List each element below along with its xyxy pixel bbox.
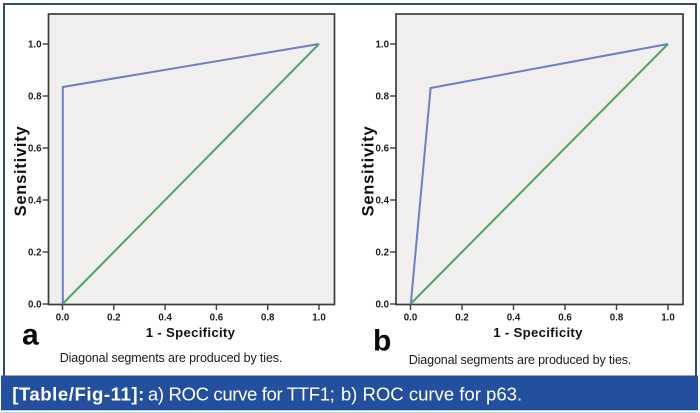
svg-text:0.2: 0.2 [376, 248, 389, 259]
svg-text:0.0: 0.0 [376, 300, 389, 311]
svg-text:0.8: 0.8 [376, 92, 390, 103]
svg-text:1.0: 1.0 [661, 313, 674, 324]
svg-text:Sensitivity: Sensitivity [360, 126, 378, 217]
svg-text:0.0: 0.0 [28, 300, 41, 311]
svg-text:1 - Specificity: 1 - Specificity [493, 325, 583, 340]
svg-text:0.2: 0.2 [28, 248, 41, 259]
svg-text:0.2: 0.2 [455, 313, 468, 324]
svg-text:Sensitivity: Sensitivity [12, 126, 30, 217]
svg-text:0.4: 0.4 [507, 313, 521, 324]
svg-text:a: a [22, 319, 39, 352]
svg-text:1.0: 1.0 [312, 313, 325, 324]
svg-text:0.8: 0.8 [28, 92, 42, 103]
svg-text:0.6: 0.6 [210, 313, 224, 324]
svg-text:0.4: 0.4 [376, 196, 390, 207]
svg-text:1.0: 1.0 [28, 40, 41, 51]
svg-text:Diagonal segments are produced: Diagonal segments are produced by ties. [409, 353, 632, 367]
svg-text:Diagonal segments are produced: Diagonal segments are produced by ties. [60, 351, 283, 365]
svg-text:1.0: 1.0 [376, 40, 389, 51]
svg-text:0.6: 0.6 [376, 144, 390, 155]
svg-text:0.0: 0.0 [404, 313, 417, 324]
svg-text:[Table/Fig-11]: a) ROC curve f: [Table/Fig-11]: a) ROC curve for TTF1; b… [12, 383, 522, 404]
svg-text:0.4: 0.4 [158, 313, 172, 324]
svg-text:b: b [373, 325, 391, 358]
svg-text:0.0: 0.0 [56, 313, 69, 324]
svg-text:0.4: 0.4 [28, 196, 42, 207]
svg-text:0.8: 0.8 [261, 313, 275, 324]
svg-text:0.2: 0.2 [107, 313, 120, 324]
svg-text:0.6: 0.6 [28, 144, 42, 155]
svg-text:0.6: 0.6 [558, 313, 572, 324]
svg-text:0.8: 0.8 [610, 313, 624, 324]
svg-text:1 - Specificity: 1 - Specificity [146, 325, 236, 340]
